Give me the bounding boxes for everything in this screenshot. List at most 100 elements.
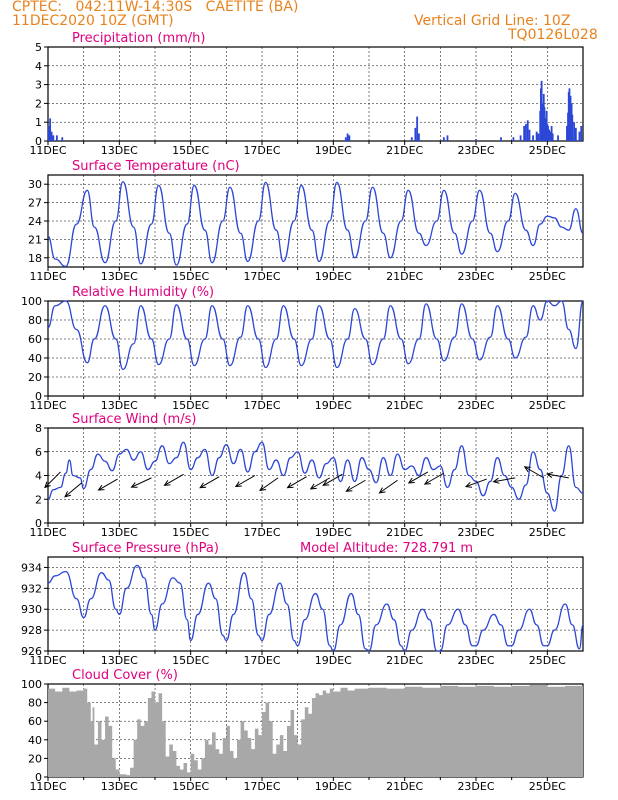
wind-arrow-shaft [465, 478, 487, 488]
precip-bar [418, 133, 420, 141]
y-tick-label: 0 [35, 771, 42, 784]
precip-bar [571, 114, 574, 141]
x-tick-label: 25DEC [529, 526, 566, 539]
series-line [47, 181, 584, 268]
run-code: TQ0126L028 [508, 27, 598, 43]
wind-arrow-head [523, 466, 531, 473]
series-line [47, 564, 584, 652]
wind-arrow-shaft [259, 477, 279, 491]
y-tick-label: 1 [35, 116, 42, 129]
wind-arrow-head [322, 480, 330, 486]
y-tick-label: 3 [35, 79, 42, 92]
x-tick-label: 25DEC [529, 399, 566, 412]
wind-arrow-head [545, 471, 553, 478]
y-tick-label: 2 [35, 493, 42, 506]
x-tick-label: 13DEC [101, 399, 138, 412]
panel-title: Precipitation (mm/h) [72, 31, 205, 46]
x-tick-label: 19DEC [315, 144, 352, 157]
wind-arrow-shaft [346, 479, 366, 492]
panel-frame [47, 300, 584, 397]
y-tick-label: 934 [21, 561, 42, 574]
y-tick-label: 60 [28, 715, 42, 728]
x-tick-label: 15DEC [172, 654, 209, 667]
x-tick-label: 21DEC [386, 144, 423, 157]
station-header: CPTEC: 042:11W-14:30S CAETITE (BA) [12, 0, 299, 15]
precip-bar [549, 131, 552, 141]
x-tick-label: 19DEC [315, 654, 352, 667]
x-tick-label: 13DEC [101, 526, 138, 539]
y-tick-label: 2 [35, 97, 42, 110]
x-tick-label: 11DEC [29, 144, 66, 157]
precip-bar [547, 125, 549, 141]
x-tick-label: 17DEC [243, 399, 280, 412]
wind-arrow-head [130, 482, 138, 488]
precip-bar [500, 137, 502, 141]
x-tick-label: 21DEC [386, 654, 423, 667]
precip-bar [526, 120, 529, 141]
grid-note: Vertical Grid Line: 10Z [414, 13, 571, 29]
precip-bar [566, 125, 568, 141]
x-tick-label: 15DEC [172, 780, 209, 793]
precip-bar [47, 125, 50, 141]
x-tick-label: 25DEC [529, 270, 566, 283]
wind-arrow-shaft [164, 473, 184, 486]
x-tick-label: 11DEC [29, 399, 66, 412]
precip-bar [578, 131, 581, 141]
precip-bar [346, 133, 349, 141]
precip-bar [551, 133, 554, 141]
y-tick-label: 5 [35, 41, 42, 54]
x-tick-label: 15DEC [172, 144, 209, 157]
y-tick-label: 6 [35, 446, 42, 459]
wind-arrow-shaft [287, 476, 307, 489]
y-tick-label: 40 [28, 352, 42, 365]
wind-arrow-shaft [235, 475, 256, 487]
x-tick-label: 17DEC [243, 526, 280, 539]
precip-bar [519, 135, 522, 141]
y-tick-label: 20 [28, 371, 42, 384]
wind-arrow-head [464, 481, 473, 488]
wind-arrow-shaft [493, 477, 516, 483]
panel-title: Surface Pressure (hPa) [72, 541, 219, 556]
wind-arrow-shaft [322, 473, 343, 486]
wind-arrow-shaft [44, 471, 61, 488]
x-tick-label: 17DEC [243, 270, 280, 283]
precip-bar [557, 135, 559, 141]
y-tick-label: 8 [35, 422, 42, 435]
x-tick-label: 23DEC [457, 144, 494, 157]
wind-arrow-head [378, 487, 386, 494]
wind-arrow-head [64, 491, 71, 498]
wind-arrow-head [199, 482, 207, 489]
x-tick-label: 21DEC [386, 526, 423, 539]
series-line [47, 441, 584, 512]
x-tick-label: 15DEC [172, 526, 209, 539]
y-tick-label: 0 [35, 135, 42, 148]
wind-arrow-head [44, 481, 51, 489]
precip-bar [512, 137, 515, 141]
panel-title: Relative Humidity (%) [72, 285, 214, 300]
y-tick-label: 0 [35, 517, 42, 530]
precip-bar [414, 127, 417, 141]
wind-arrow-shaft [310, 477, 331, 490]
wind-arrow-head [286, 482, 294, 489]
x-tick-label: 15DEC [172, 399, 209, 412]
precip-bar [569, 95, 572, 141]
x-tick-label: 23DEC [457, 399, 494, 412]
x-tick-label: 13DEC [101, 654, 138, 667]
precip-bar [528, 129, 531, 141]
panel-title: Surface Wind (m/s) [72, 412, 196, 427]
x-tick-label: 19DEC [315, 270, 352, 283]
y-tick-label: 80 [28, 314, 42, 327]
x-tick-label: 25DEC [529, 780, 566, 793]
y-tick-label: 4 [35, 60, 42, 73]
precip-bar [446, 135, 449, 141]
wind-arrow-shaft [408, 471, 429, 484]
wind-arrow-shaft [98, 478, 118, 491]
x-tick-label: 23DEC [457, 654, 494, 667]
y-tick-label: 20 [28, 752, 42, 765]
y-tick-label: 80 [28, 697, 42, 710]
panel-frame [47, 46, 584, 142]
precip-bar [535, 131, 538, 141]
wind-arrow-shaft [424, 472, 445, 485]
x-tick-label: 23DEC [457, 526, 494, 539]
